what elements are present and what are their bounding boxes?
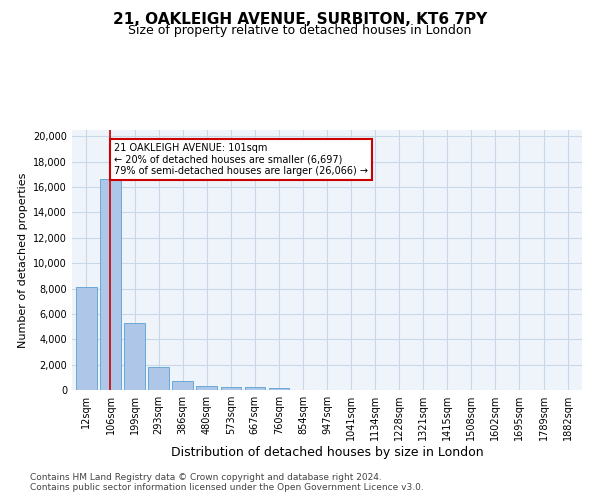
Bar [196, 386, 217, 390]
Bar [269, 388, 289, 390]
Bar [172, 381, 193, 390]
Y-axis label: Number of detached properties: Number of detached properties [18, 172, 28, 348]
Bar [221, 386, 241, 390]
X-axis label: Distribution of detached houses by size in London: Distribution of detached houses by size … [170, 446, 484, 459]
Bar [245, 388, 265, 390]
Bar [124, 323, 145, 390]
Bar [148, 366, 169, 390]
Text: Size of property relative to detached houses in London: Size of property relative to detached ho… [128, 24, 472, 37]
Text: Contains HM Land Registry data © Crown copyright and database right 2024.
Contai: Contains HM Land Registry data © Crown c… [30, 472, 424, 492]
Text: 21, OAKLEIGH AVENUE, SURBITON, KT6 7PY: 21, OAKLEIGH AVENUE, SURBITON, KT6 7PY [113, 12, 487, 28]
Bar [100, 180, 121, 390]
Text: 21 OAKLEIGH AVENUE: 101sqm
← 20% of detached houses are smaller (6,697)
79% of s: 21 OAKLEIGH AVENUE: 101sqm ← 20% of deta… [114, 142, 368, 176]
Bar [76, 288, 97, 390]
